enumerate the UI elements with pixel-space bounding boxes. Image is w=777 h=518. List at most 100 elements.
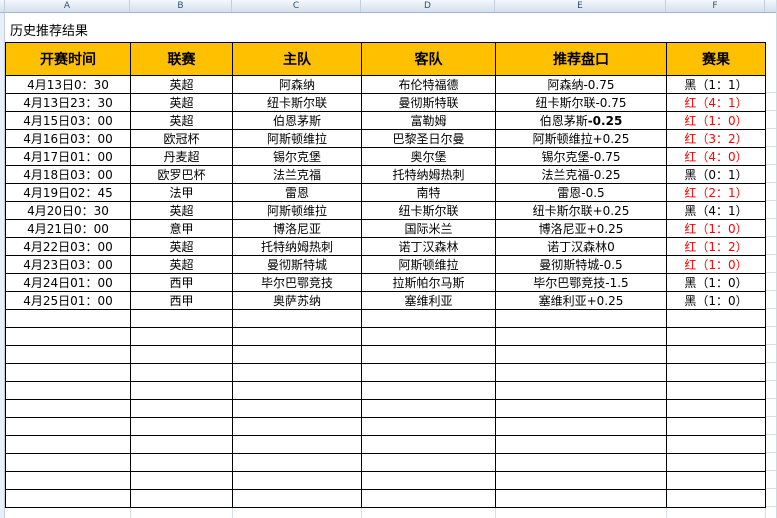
empty-cell[interactable] xyxy=(232,435,362,454)
cell-result[interactable]: 黑（1：1） xyxy=(666,75,766,94)
cell-home[interactable]: 伯恩茅斯 xyxy=(232,111,362,130)
empty-cell[interactable] xyxy=(5,417,131,436)
cell-away[interactable]: 拉斯帕尔马斯 xyxy=(361,273,496,292)
empty-cell[interactable] xyxy=(232,453,362,472)
cell-away[interactable]: 奥尔堡 xyxy=(361,147,496,166)
empty-cell[interactable] xyxy=(5,381,131,400)
empty-cell[interactable] xyxy=(495,399,667,418)
empty-cell[interactable] xyxy=(495,417,667,436)
column-header-c[interactable]: C xyxy=(232,0,361,12)
cell-away[interactable]: 托特纳姆热刺 xyxy=(361,165,496,184)
cell-home[interactable]: 托特纳姆热刺 xyxy=(232,237,362,256)
empty-cell[interactable] xyxy=(361,417,496,436)
empty-cell[interactable] xyxy=(232,489,362,508)
cell-handicap[interactable]: 塞维利亚+0.25 xyxy=(495,291,667,310)
cell-time[interactable]: 4月20日0：30 xyxy=(5,201,131,220)
empty-cell[interactable] xyxy=(5,453,131,472)
cell-home[interactable]: 博洛尼亚 xyxy=(232,219,362,238)
cell-handicap[interactable]: 阿斯顿维拉+0.25 xyxy=(495,129,667,148)
cell-result[interactable]: 红（3：2） xyxy=(666,129,766,148)
cell-league[interactable]: 丹麦超 xyxy=(130,147,233,166)
cell-league[interactable]: 西甲 xyxy=(130,273,233,292)
cell-handicap[interactable]: 雷恩-0.5 xyxy=(495,183,667,202)
cell-handicap[interactable]: 法兰克福-0.25 xyxy=(495,165,667,184)
table-header-1[interactable]: 联赛 xyxy=(130,42,233,76)
cell-league[interactable]: 英超 xyxy=(130,111,233,130)
empty-cell[interactable] xyxy=(361,345,496,364)
empty-cell[interactable] xyxy=(232,345,362,364)
cell-home[interactable]: 阿森纳 xyxy=(232,75,362,94)
table-header-5[interactable]: 赛果 xyxy=(666,42,766,76)
cell-home[interactable]: 阿斯顿维拉 xyxy=(232,201,362,220)
empty-cell[interactable] xyxy=(130,435,233,454)
cell-result[interactable]: 黑（1：0） xyxy=(666,291,766,310)
empty-cell[interactable] xyxy=(495,489,667,508)
cell-result[interactable]: 红（4：0） xyxy=(666,147,766,166)
cell-time[interactable]: 4月17日01：00 xyxy=(5,147,131,166)
cell-time[interactable]: 4月13日0：30 xyxy=(5,75,131,94)
empty-cell[interactable] xyxy=(130,417,233,436)
cell-time[interactable]: 4月21日0：00 xyxy=(5,219,131,238)
empty-cell[interactable] xyxy=(130,399,233,418)
cell-time[interactable]: 4月25日01：00 xyxy=(5,291,131,310)
empty-cell[interactable] xyxy=(361,435,496,454)
cell-time[interactable]: 4月15日03：00 xyxy=(5,111,131,130)
cell-time[interactable]: 4月24日01：00 xyxy=(5,273,131,292)
empty-cell[interactable] xyxy=(130,489,233,508)
cell-time[interactable]: 4月19日02：45 xyxy=(5,183,131,202)
cell-handicap[interactable]: 曼彻斯特城-0.5 xyxy=(495,255,667,274)
cell-home[interactable]: 纽卡斯尔联 xyxy=(232,93,362,112)
empty-cell[interactable] xyxy=(130,363,233,382)
corner-box[interactable] xyxy=(0,0,5,12)
cell-handicap[interactable]: 纽卡斯尔联-0.75 xyxy=(495,93,667,112)
cell-time[interactable]: 4月18日03：00 xyxy=(5,165,131,184)
empty-cell[interactable] xyxy=(666,489,766,508)
cell-time[interactable]: 4月13日23：30 xyxy=(5,93,131,112)
sheet-title[interactable]: 历史推荐结果 xyxy=(10,24,89,39)
cell-time[interactable]: 4月16日03：00 xyxy=(5,129,131,148)
cell-home[interactable]: 雷恩 xyxy=(232,183,362,202)
cell-league[interactable]: 英超 xyxy=(130,75,233,94)
cell-time[interactable]: 4月23日03：00 xyxy=(5,255,131,274)
cell-handicap[interactable]: 锡尔克堡-0.75 xyxy=(495,147,667,166)
empty-cell[interactable] xyxy=(361,489,496,508)
empty-cell[interactable] xyxy=(361,309,496,328)
cell-away[interactable]: 曼彻斯特联 xyxy=(361,93,496,112)
empty-cell[interactable] xyxy=(666,327,766,346)
cell-home[interactable]: 奥萨苏纳 xyxy=(232,291,362,310)
column-header-e[interactable]: E xyxy=(495,0,666,12)
cell-home[interactable]: 锡尔克堡 xyxy=(232,147,362,166)
cell-handicap[interactable]: 博洛尼亚+0.25 xyxy=(495,219,667,238)
cell-away[interactable]: 阿斯顿维拉 xyxy=(361,255,496,274)
empty-cell[interactable] xyxy=(495,309,667,328)
empty-cell[interactable] xyxy=(5,435,131,454)
empty-cell[interactable] xyxy=(232,327,362,346)
empty-cell[interactable] xyxy=(495,453,667,472)
empty-cell[interactable] xyxy=(666,309,766,328)
table-header-4[interactable]: 推荐盘口 xyxy=(495,42,667,76)
column-header-f[interactable]: F xyxy=(666,0,765,12)
empty-cell[interactable] xyxy=(666,381,766,400)
cell-result[interactable]: 红（1：0） xyxy=(666,219,766,238)
cell-league[interactable]: 西甲 xyxy=(130,291,233,310)
cell-away[interactable]: 纽卡斯尔联 xyxy=(361,201,496,220)
empty-cell[interactable] xyxy=(232,399,362,418)
empty-cell[interactable] xyxy=(666,435,766,454)
cell-league[interactable]: 意甲 xyxy=(130,219,233,238)
table-header-3[interactable]: 客队 xyxy=(361,42,496,76)
cell-league[interactable]: 英超 xyxy=(130,93,233,112)
cell-handicap[interactable]: 毕尔巴鄂竞技-1.5 xyxy=(495,273,667,292)
empty-cell[interactable] xyxy=(5,327,131,346)
cell-home[interactable]: 阿斯顿维拉 xyxy=(232,129,362,148)
cell-away[interactable]: 国际米兰 xyxy=(361,219,496,238)
cell-handicap[interactable]: 纽卡斯尔联+0.25 xyxy=(495,201,667,220)
cell-result[interactable]: 黑（0：1） xyxy=(666,165,766,184)
cell-league[interactable]: 法甲 xyxy=(130,183,233,202)
cell-league[interactable]: 欧罗巴杯 xyxy=(130,165,233,184)
table-header-0[interactable]: 开赛时间 xyxy=(5,42,131,76)
empty-cell[interactable] xyxy=(5,399,131,418)
cell-result[interactable]: 黑（1：0） xyxy=(666,273,766,292)
cell-away[interactable]: 塞维利亚 xyxy=(361,291,496,310)
empty-cell[interactable] xyxy=(130,327,233,346)
empty-cell[interactable] xyxy=(232,417,362,436)
